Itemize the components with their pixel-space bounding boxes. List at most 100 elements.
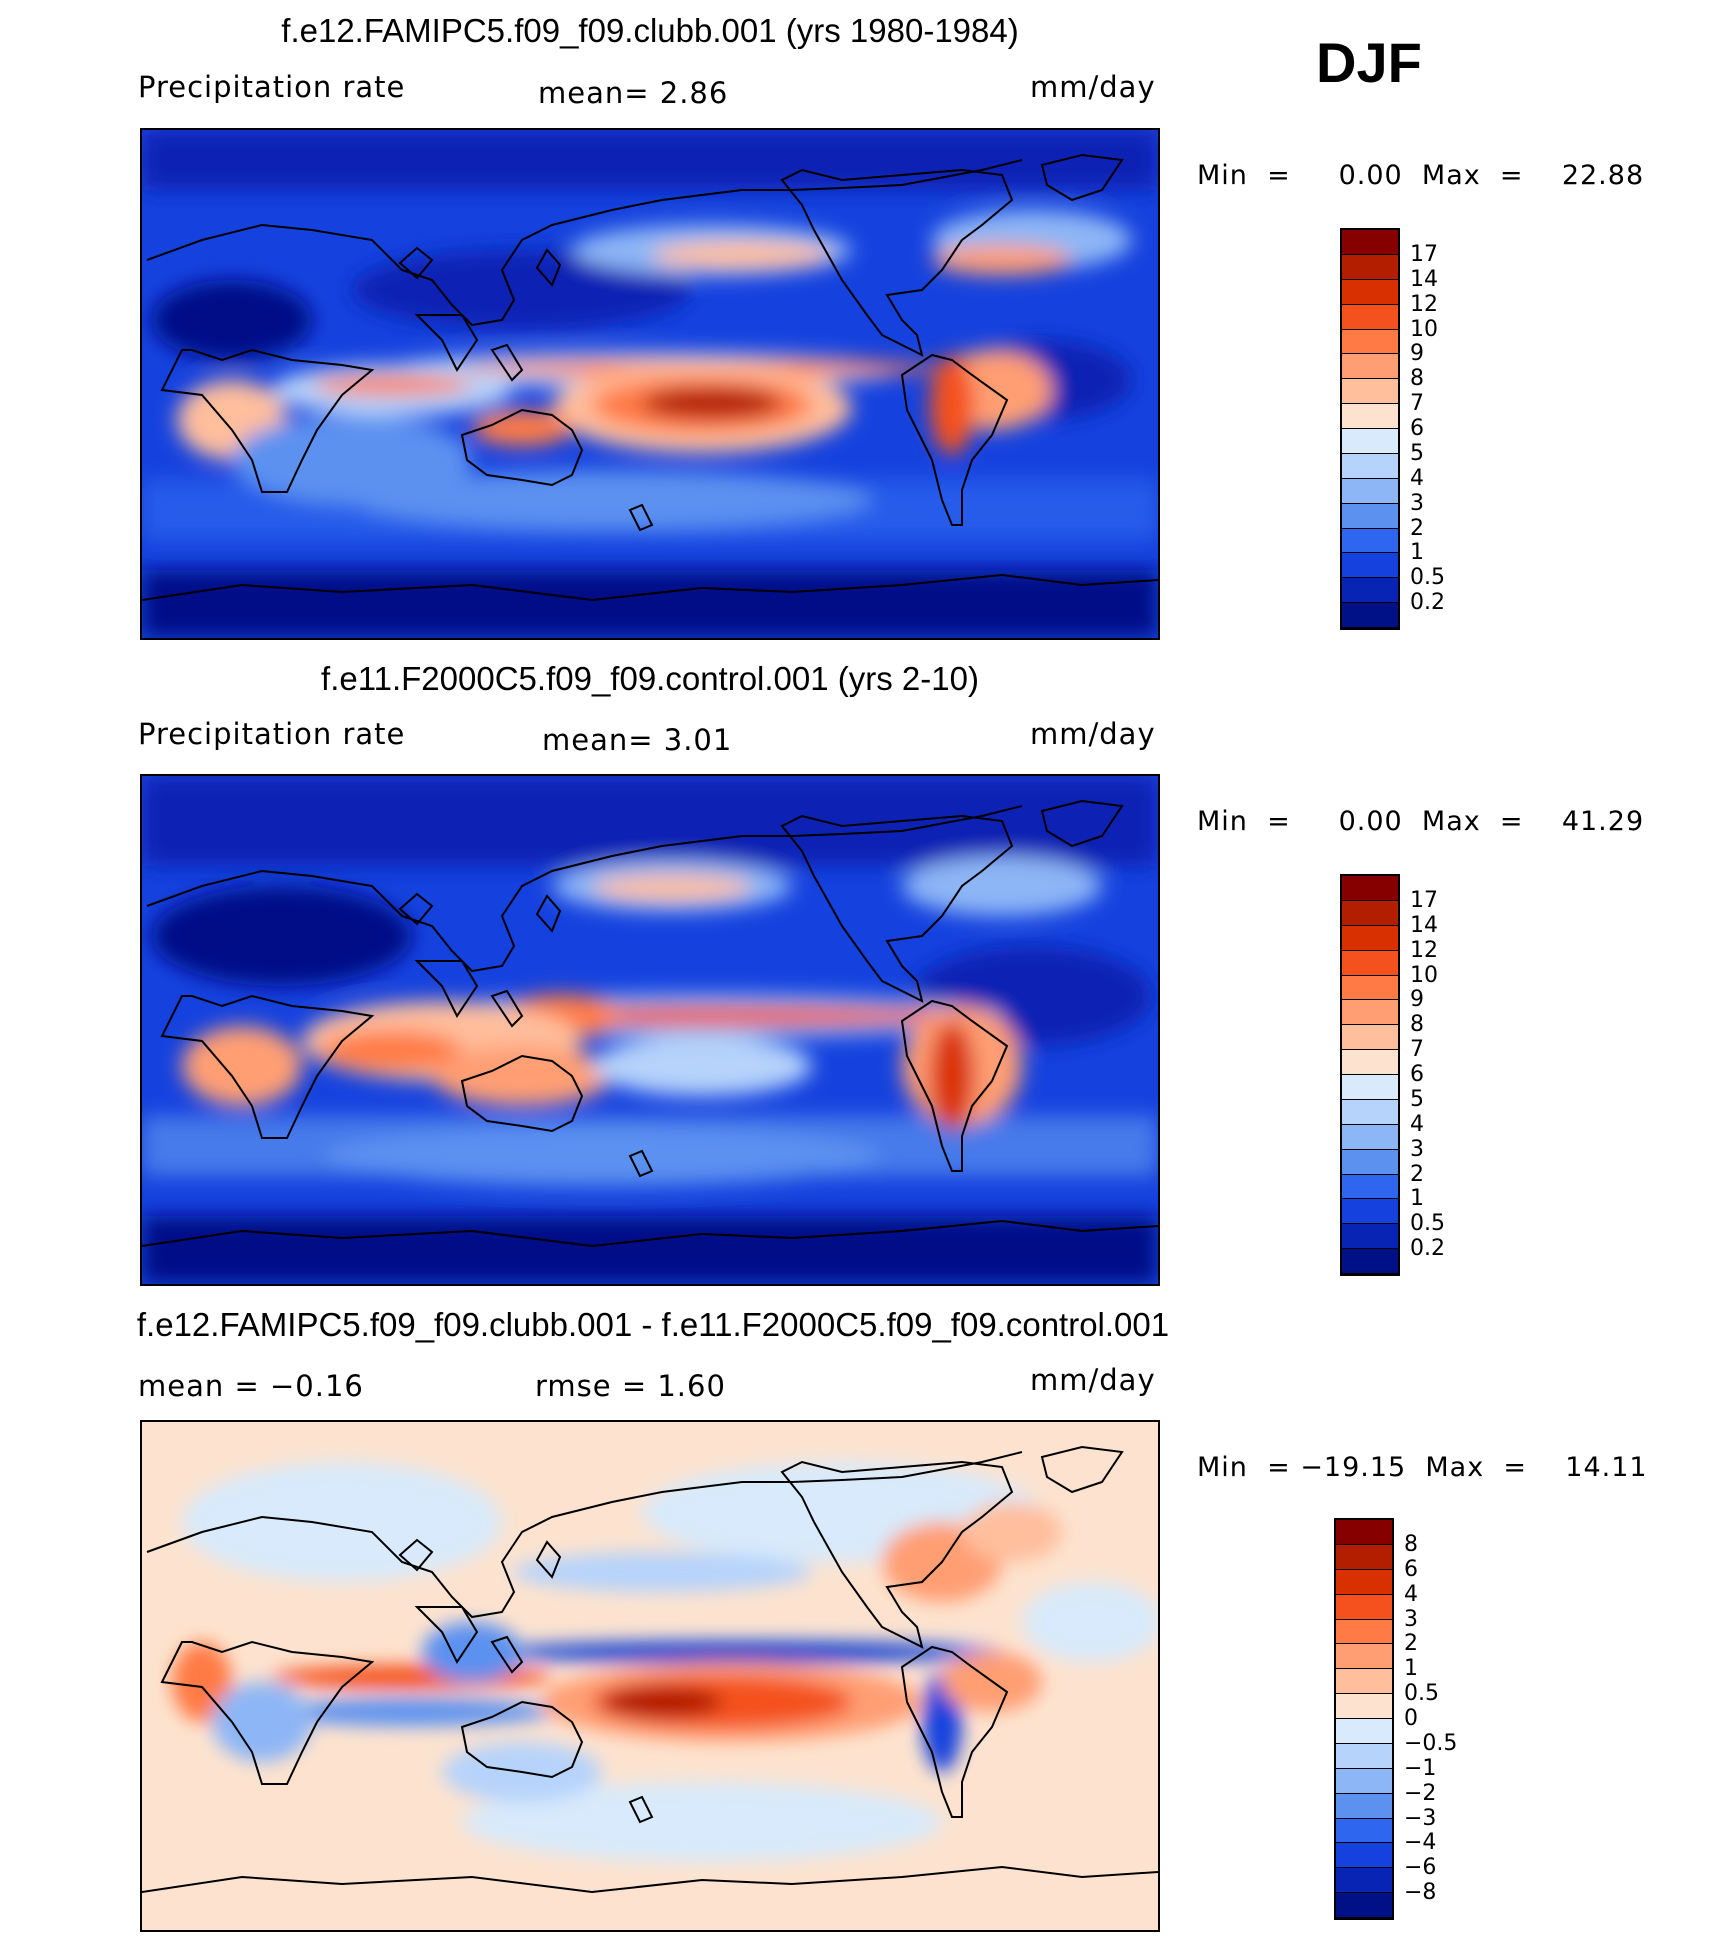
panel-2-colorbar-swatch <box>1342 975 1398 1001</box>
panel-3-colorbar-tick-label: −3 <box>1404 1805 1437 1831</box>
panel-3-colorbar-swatch <box>1336 1544 1392 1570</box>
panel-1-title: f.e12.FAMIPC5.f09_f09.clubb.001 (yrs 198… <box>281 12 1019 49</box>
panel-1-colorbar-swatch <box>1342 404 1398 429</box>
panel-3-colorbar-swatch <box>1336 1594 1392 1620</box>
panel-1-minmax: Min = 0.00 Max = 22.88 <box>1197 160 1645 191</box>
panel-2-map-plot <box>142 776 1158 1284</box>
panel-2-colorbar-swatch <box>1342 1149 1398 1175</box>
panel-3-title: f.e12.FAMIPC5.f09_f09.clubb.001 - f.e11.… <box>136 1306 1170 1343</box>
panel-3-colorbar-swatch <box>1336 1768 1392 1794</box>
panel-3-colorbar-tick-label: 0 <box>1404 1706 1418 1731</box>
panel-1-colorbar-swatch <box>1342 478 1398 504</box>
season-label: DJF <box>1316 31 1422 94</box>
panel-1-colorbar-swatch <box>1342 354 1398 380</box>
panel-2-colorbar-tick-label: 17 <box>1410 887 1438 913</box>
panel-3-colorbar-tick-label: −4 <box>1404 1830 1437 1856</box>
panel-1-colorbar-swatch <box>1342 603 1398 628</box>
panel-2-colorbar-tick-label: 8 <box>1410 1012 1424 1038</box>
panel-2-colorbar-swatch <box>1342 1124 1398 1150</box>
panel-1-colorbar-swatch <box>1342 528 1398 554</box>
panel-2-colorbar-tick-label: 1 <box>1410 1186 1424 1212</box>
panel-3-colorbar-tick-label: −6 <box>1404 1855 1437 1881</box>
panel-1-colorbar-tick-label: 4 <box>1410 465 1424 491</box>
panel-3-colorbar-tick-label: 6 <box>1404 1556 1418 1582</box>
panel-2-minmax: Min = 0.00 Max = 41.29 <box>1197 806 1645 837</box>
panel-3-colorbar-swatch <box>1336 1694 1392 1719</box>
panel-3-units-label: mm/day <box>1030 1363 1156 1397</box>
panel-1-colorbar-tick-label: 9 <box>1410 341 1424 367</box>
panel-2-colorbar-swatch <box>1342 1025 1398 1051</box>
panel-2-colorbar-swatch <box>1342 1000 1398 1026</box>
panel-1-colorbar-tick-label: 8 <box>1410 366 1424 392</box>
panel-3-colorbar-tick-label: 3 <box>1404 1606 1418 1632</box>
panel-3-colorbar: 8 6 4 3 2 1 0.5 0 −0.5 −1 −2 −3 −4 −6 −8 <box>1334 1518 1457 1920</box>
panel-1-colorbar-tick-label: 12 <box>1410 291 1438 317</box>
panel-3-colorbar-swatch <box>1336 1569 1392 1595</box>
panel-3-map-plot <box>142 1422 1158 1930</box>
panel-1-colorbar-tick-label: 17 <box>1410 241 1438 267</box>
panel-2-colorbar-tick-label: 5 <box>1410 1086 1424 1112</box>
panel-2-colorbar-tick-label: 3 <box>1410 1136 1424 1162</box>
panel-2-colorbar-tick-label: 9 <box>1410 987 1424 1013</box>
panel-1-variable-label: Precipitation rate <box>138 70 406 104</box>
panel-2-colorbar-tick-label: 2 <box>1410 1161 1424 1187</box>
panel-3-colorbar-tick-label: 0.5 <box>1404 1681 1439 1707</box>
panel-3-colorbar-tick-label: −0.5 <box>1404 1730 1458 1756</box>
panel-2-colorbar-tick-label: 6 <box>1410 1062 1424 1087</box>
panel-2-colorbar-swatch <box>1342 1224 1398 1250</box>
panel-2-mean-label: mean= 3.01 <box>542 723 733 757</box>
panel-2-colorbar-tick-label: 14 <box>1410 912 1438 938</box>
panel-2-colorbar-tick-label: 7 <box>1410 1037 1424 1063</box>
panel-2-map <box>140 774 1160 1286</box>
panel-3-rmse-label: rmse = 1.60 <box>535 1369 726 1403</box>
panel-2-variable-label: Precipitation rate <box>138 717 406 751</box>
panel-3-colorbar-swatch <box>1336 1843 1392 1869</box>
panel-3-map <box>140 1420 1160 1932</box>
panel-2-colorbar-swatch <box>1342 876 1398 901</box>
panel-2-colorbar-swatch <box>1342 900 1398 926</box>
panel-1-colorbar-tick-label: 7 <box>1410 391 1424 417</box>
panel-1-colorbar-swatch <box>1342 254 1398 280</box>
panel-1-colorbar-swatch <box>1342 553 1398 579</box>
panel-1-colorbar-tick-label: 2 <box>1410 515 1424 541</box>
panel-3-colorbar-tick-label: 4 <box>1404 1581 1418 1607</box>
panel-2-colorbar-swatch <box>1342 1174 1398 1200</box>
panel-1-colorbar-swatch <box>1342 453 1398 479</box>
panel-2-colorbar-swatch <box>1342 925 1398 951</box>
panel-3-colorbar-tick-label: −1 <box>1404 1755 1437 1781</box>
panel-2-colorbar-tick-label: 4 <box>1410 1111 1424 1137</box>
panel-3-colorbar-swatch <box>1336 1743 1392 1769</box>
panel-1-mean-label: mean= 2.86 <box>538 76 729 110</box>
panel-3-colorbar-tick-label: −2 <box>1404 1780 1437 1806</box>
panel-3-colorbar-swatch <box>1336 1868 1392 1894</box>
panel-3-colorbar-tick-label: 1 <box>1404 1656 1418 1682</box>
panel-3-colorbar-swatch <box>1336 1669 1392 1695</box>
panel-3-colorbar-swatch <box>1336 1719 1392 1744</box>
panel-3-colorbar-swatch <box>1336 1893 1392 1918</box>
panel-3-colorbar-tick-label: −8 <box>1404 1880 1437 1906</box>
panel-1-colorbar-tick-label: 0.2 <box>1410 590 1445 616</box>
panel-2-colorbar: 17 14 12 10 9 8 7 6 5 4 3 2 1 0.5 0.2 <box>1340 874 1445 1276</box>
panel-2-units-label: mm/day <box>1030 717 1156 751</box>
panel-1-colorbar-swatch <box>1342 279 1398 305</box>
panel-1-colorbar: 17 14 12 10 9 8 7 6 5 4 3 2 1 0.5 0.2 <box>1340 228 1445 630</box>
panel-2-colorbar-tick-label: 12 <box>1410 937 1438 963</box>
panel-1-colorbar-swatch <box>1342 379 1398 405</box>
panel-2-colorbar-swatch <box>1342 1075 1398 1100</box>
panel-1-map <box>140 128 1160 640</box>
panel-1-colorbar-tick-label: 5 <box>1410 440 1424 466</box>
panel-3-colorbar-tick-label: 8 <box>1404 1531 1418 1557</box>
panel-1-colorbar-swatch <box>1342 304 1398 330</box>
panel-1-colorbar-tick-label: 0.5 <box>1410 565 1445 591</box>
panel-2-colorbar-swatch <box>1342 1249 1398 1274</box>
panel-3-colorbar-swatch <box>1336 1793 1392 1819</box>
panel-2-colorbar-swatch <box>1342 1050 1398 1075</box>
panel-1-colorbar-swatch <box>1342 578 1398 604</box>
panel-1-colorbar-swatch <box>1342 329 1398 355</box>
panel-2-colorbar-swatch <box>1342 1099 1398 1125</box>
panel-2-colorbar-swatch <box>1342 1199 1398 1225</box>
panel-1-colorbar-swatch <box>1342 429 1398 454</box>
panel-1-colorbar-swatch <box>1342 230 1398 255</box>
panel-2-colorbar-tick-label: 0.2 <box>1410 1236 1445 1262</box>
panel-1-units-label: mm/day <box>1030 70 1156 104</box>
